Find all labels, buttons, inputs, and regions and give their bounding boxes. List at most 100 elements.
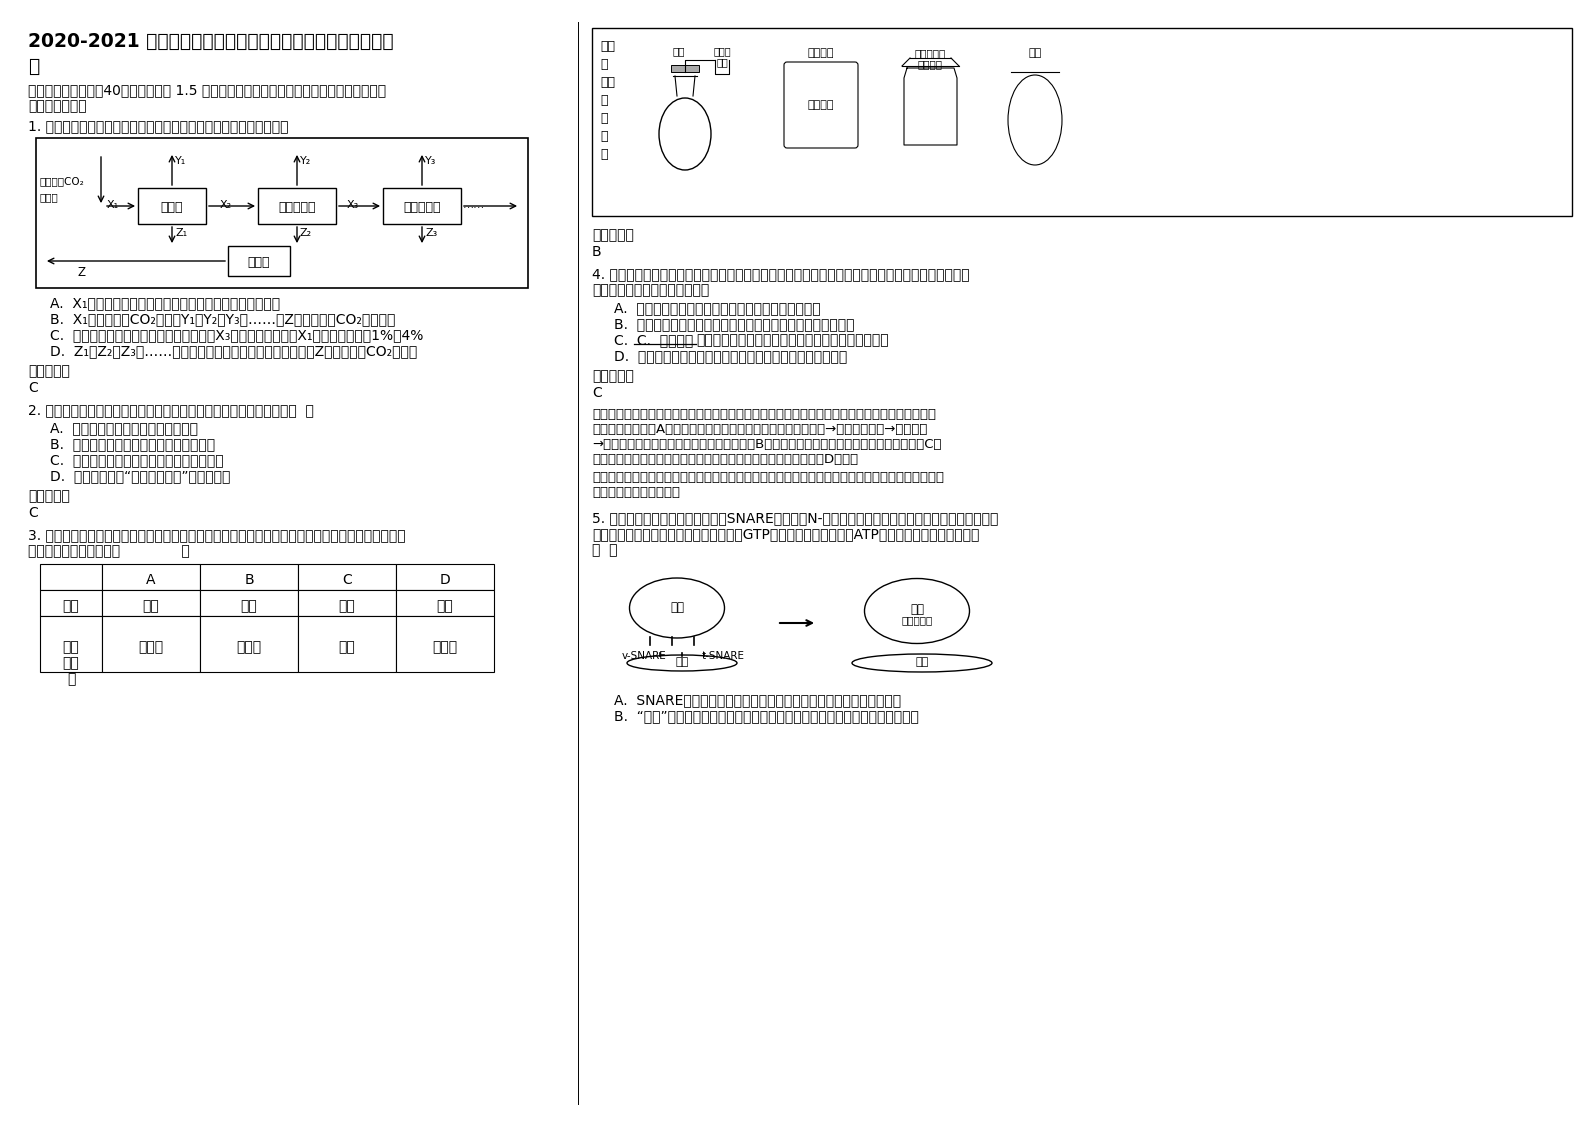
Bar (102, 616, 200, 672)
Bar (298, 616, 397, 672)
Bar (200, 590, 298, 616)
Text: 加盐腌制后
按种毛霉: 加盐腌制后 按种毛霉 (914, 48, 946, 70)
Text: 一、选择题（本题全40小题，每小题 1.5 分。在每小题给出的四个选项中，只有一项是符合: 一、选择题（本题全40小题，每小题 1.5 分。在每小题给出的四个选项中，只有一… (29, 83, 386, 96)
Text: 【点睛】解答本题的关键是确定盐酸进入小肠会引起促胰液素分泌属于神经调节，而促胰液素促进胰: 【点睛】解答本题的关键是确定盐酸进入小肠会引起促胰液素分泌属于神经调节，而促胰液… (592, 471, 944, 484)
Text: 误；据题意可知，胰液的分泌既受神经的调节，也受体液的调节，D正确。: 误；据题意可知，胰液的分泌既受神经的调节，也受体液的调节，D正确。 (592, 453, 859, 466)
Text: 置或: 置或 (600, 76, 616, 89)
Text: 锚定与融合: 锚定与融合 (901, 615, 933, 625)
Ellipse shape (630, 578, 725, 638)
Text: 醒酸菌: 醒酸菌 (432, 640, 457, 654)
Text: t-SNARE: t-SNARE (701, 651, 744, 661)
Text: D.  胰液的分泌过程既受到神经系统调节，又受到体液的调节: D. 胰液的分泌过程既受到神经系统调节，又受到体液的调节 (614, 349, 847, 364)
Text: Z: Z (78, 266, 86, 279)
Text: C: C (29, 381, 38, 395)
Text: 题目要求的。）: 题目要求的。） (29, 99, 87, 113)
Text: 作: 作 (600, 112, 608, 125)
Text: A.  X₁过程的完成必须依赖于一种具有双层膜结构的细胞器: A. X₁过程的完成必须依赖于一种具有双层膜结构的细胞器 (51, 296, 281, 310)
Ellipse shape (1008, 75, 1062, 165)
Ellipse shape (852, 654, 992, 672)
Text: 步: 步 (600, 130, 608, 142)
Text: D.  这一过程中有“电一化学一电”信号的转化: D. 这一过程中有“电一化学一电”信号的转化 (51, 469, 230, 482)
Bar (40, 590, 102, 616)
Text: 囊泡: 囊泡 (909, 603, 924, 616)
Text: 装: 装 (600, 58, 608, 71)
Text: B.  “货物”准确运输到目的地需要细胞骨架的协助，该骨架由磷脂双分子层组成: B. “货物”准确运输到目的地需要细胞骨架的协助，该骨架由磷脂双分子层组成 (614, 709, 919, 723)
Text: 析: 析 (29, 57, 40, 76)
Text: 排气孔
开关: 排气孔 开关 (713, 46, 730, 67)
Text: 果醒: 果醒 (241, 599, 257, 613)
Ellipse shape (659, 98, 711, 171)
Text: C.  C.  小肠分泌: C. C. 小肠分泌 (614, 333, 694, 347)
Text: 骤: 骤 (600, 148, 608, 160)
Text: C: C (29, 506, 38, 519)
Bar (592, 28, 1573, 217)
Text: 制作: 制作 (600, 40, 616, 53)
Text: 分解者: 分解者 (248, 256, 270, 269)
Text: 生产者: 生产者 (160, 201, 183, 214)
Text: 射弧中的效应器，A正确；反应的结构基础是反射弧，包括感受器→传入神经中枢→传出神经: 射弧中的效应器，A正确；反应的结构基础是反射弧，包括感受器→传入神经中枢→传出神… (592, 423, 927, 436)
Text: B.  食物刺激感受器引起胰液分泌的过程需要中枢神经系统参与: B. 食物刺激感受器引起胰液分泌的过程需要中枢神经系统参与 (614, 318, 854, 331)
Text: 草水: 草水 (1028, 48, 1041, 58)
Text: 次级消费者: 次级消费者 (403, 201, 441, 214)
Text: 太阳能: 太阳能 (40, 192, 59, 202)
Text: Z₂: Z₂ (300, 228, 313, 238)
Text: C.  当该生态系统处于相对稳定的状态时，X₃过程的能量值约为X₁过程的能量值的1%～4%: C. 当该生态系统处于相对稳定的状态时，X₃过程的能量值约为X₁过程的能量值的1… (51, 328, 424, 342)
Text: 食品: 食品 (62, 599, 79, 613)
Bar (298, 564, 397, 590)
Text: B.  X₁过程吸收的CO₂总量与Y₁、Y₂、Y₃、……及Z过程释放的CO₂总量相等: B. X₁过程吸收的CO₂总量与Y₁、Y₂、Y₃、……及Z过程释放的CO₂总量相… (51, 312, 395, 327)
Text: 的各项内容都正确的是（              ）: 的各项内容都正确的是（ ） (29, 544, 190, 558)
Bar (298, 590, 397, 616)
Text: 参考答案：: 参考答案： (29, 489, 70, 503)
Text: 2020-2021 学年山东省淤博市城北中学高二生物联考试题含解: 2020-2021 学年山东省淤博市城北中学高二生物联考试题含解 (29, 33, 394, 50)
Text: 5. 图示为一类特殊的蛋白质复合物SNARE（可滫性N-乙基马来酰亚胺敏感的融合蛋白附着蛋白受体）: 5. 图示为一类特殊的蛋白质复合物SNARE（可滫性N-乙基马来酰亚胺敏感的融合… (592, 511, 998, 525)
Bar (259, 188, 336, 224)
Text: 泡菜: 泡菜 (436, 599, 454, 613)
Text: X₁: X₁ (106, 200, 119, 210)
Text: X₂: X₂ (221, 200, 232, 210)
Text: 初级消费者: 初级消费者 (278, 201, 316, 214)
Text: 导管: 导管 (673, 46, 686, 56)
Text: 操: 操 (600, 94, 608, 107)
Text: 参考答案：: 参考答案： (29, 364, 70, 378)
Text: B.  这是一种反射活动，其效应器是唤液腺: B. 这是一种反射活动，其效应器是唤液腺 (51, 436, 216, 451)
Bar (671, 65, 698, 72)
Text: X₃: X₃ (348, 200, 359, 210)
Text: →效应器，故该过程需要中枢神经系统参与，B正确；促胰液素通过体液的运输是不定向的，C错: →效应器，故该过程需要中枢神经系统参与，B正确；促胰液素通过体液的运输是不定向的… (592, 438, 941, 451)
Text: C: C (592, 386, 601, 401)
Bar (37, 138, 528, 288)
Text: 毛霉: 毛霉 (338, 640, 355, 654)
Text: B: B (592, 245, 601, 259)
Bar (397, 616, 494, 672)
Bar (102, 590, 200, 616)
Text: 醒酸菌: 醒酸菌 (236, 640, 262, 654)
Text: 大气中的CO₂: 大气中的CO₂ (40, 176, 84, 186)
Text: 囊泡: 囊泡 (670, 601, 684, 614)
Text: 腐乳: 腐乳 (338, 599, 355, 613)
Bar (382, 188, 460, 224)
Text: 4. 食物刺激胃壁感受器会引起胰液分泌，胃液中的盐酸进入小肠会引起促胰液素分泌，进一步引起胰: 4. 食物刺激胃壁感受器会引起胰液分泌，胃液中的盐酸进入小肠会引起促胰液素分泌，… (592, 267, 970, 280)
Text: 主要
微生
物: 主要 微生 物 (62, 640, 79, 687)
Text: 过滤装置: 过滤装置 (808, 48, 835, 58)
Ellipse shape (865, 579, 970, 644)
Text: B: B (244, 573, 254, 587)
Text: A.  SNARE可存在于神经细胞的突触小体，且对突触发挥功能意义重大: A. SNARE可存在于神经细胞的突触小体，且对突触发挥功能意义重大 (614, 693, 901, 707)
Bar (229, 246, 290, 276)
Text: 2. 当人看到酸梅时唤液分泌会大量增加，对此现象的分析，错误的是（  ）: 2. 当人看到酸梅时唤液分泌会大量增加，对此现象的分析，错误的是（ ） (29, 403, 314, 417)
Text: Y₂: Y₂ (300, 156, 311, 166)
Text: 胃液中的盐酸进入小肠会引起促胰液素分泌属于神经调节，其中传出神经末梢及其支配的腺膜是反: 胃液中的盐酸进入小肠会引起促胰液素分泌属于神经调节，其中传出神经末梢及其支配的腺… (592, 408, 936, 421)
Text: A.  这一反射过程需要大脑皮层的参与: A. 这一反射过程需要大脑皮层的参与 (51, 421, 198, 435)
Bar (397, 564, 494, 590)
Text: 参考答案：: 参考答案： (592, 228, 633, 242)
Text: 参考答案：: 参考答案： (592, 369, 633, 383)
Text: 的促胰液素通过体液定向运输到达胰腺细胞发挥作用: 的促胰液素通过体液定向运输到达胰腺细胞发挥作用 (697, 333, 889, 347)
Bar (397, 590, 494, 616)
Text: （  ）: （ ） (592, 543, 617, 557)
Ellipse shape (627, 655, 736, 671)
Text: ……: …… (463, 200, 486, 210)
Text: 酵母菌: 酵母菌 (138, 640, 163, 654)
Bar (138, 188, 206, 224)
Text: Z₁: Z₁ (175, 228, 187, 238)
Text: Y₁: Y₁ (175, 156, 186, 166)
Text: Y₃: Y₃ (425, 156, 436, 166)
Bar (40, 616, 102, 672)
